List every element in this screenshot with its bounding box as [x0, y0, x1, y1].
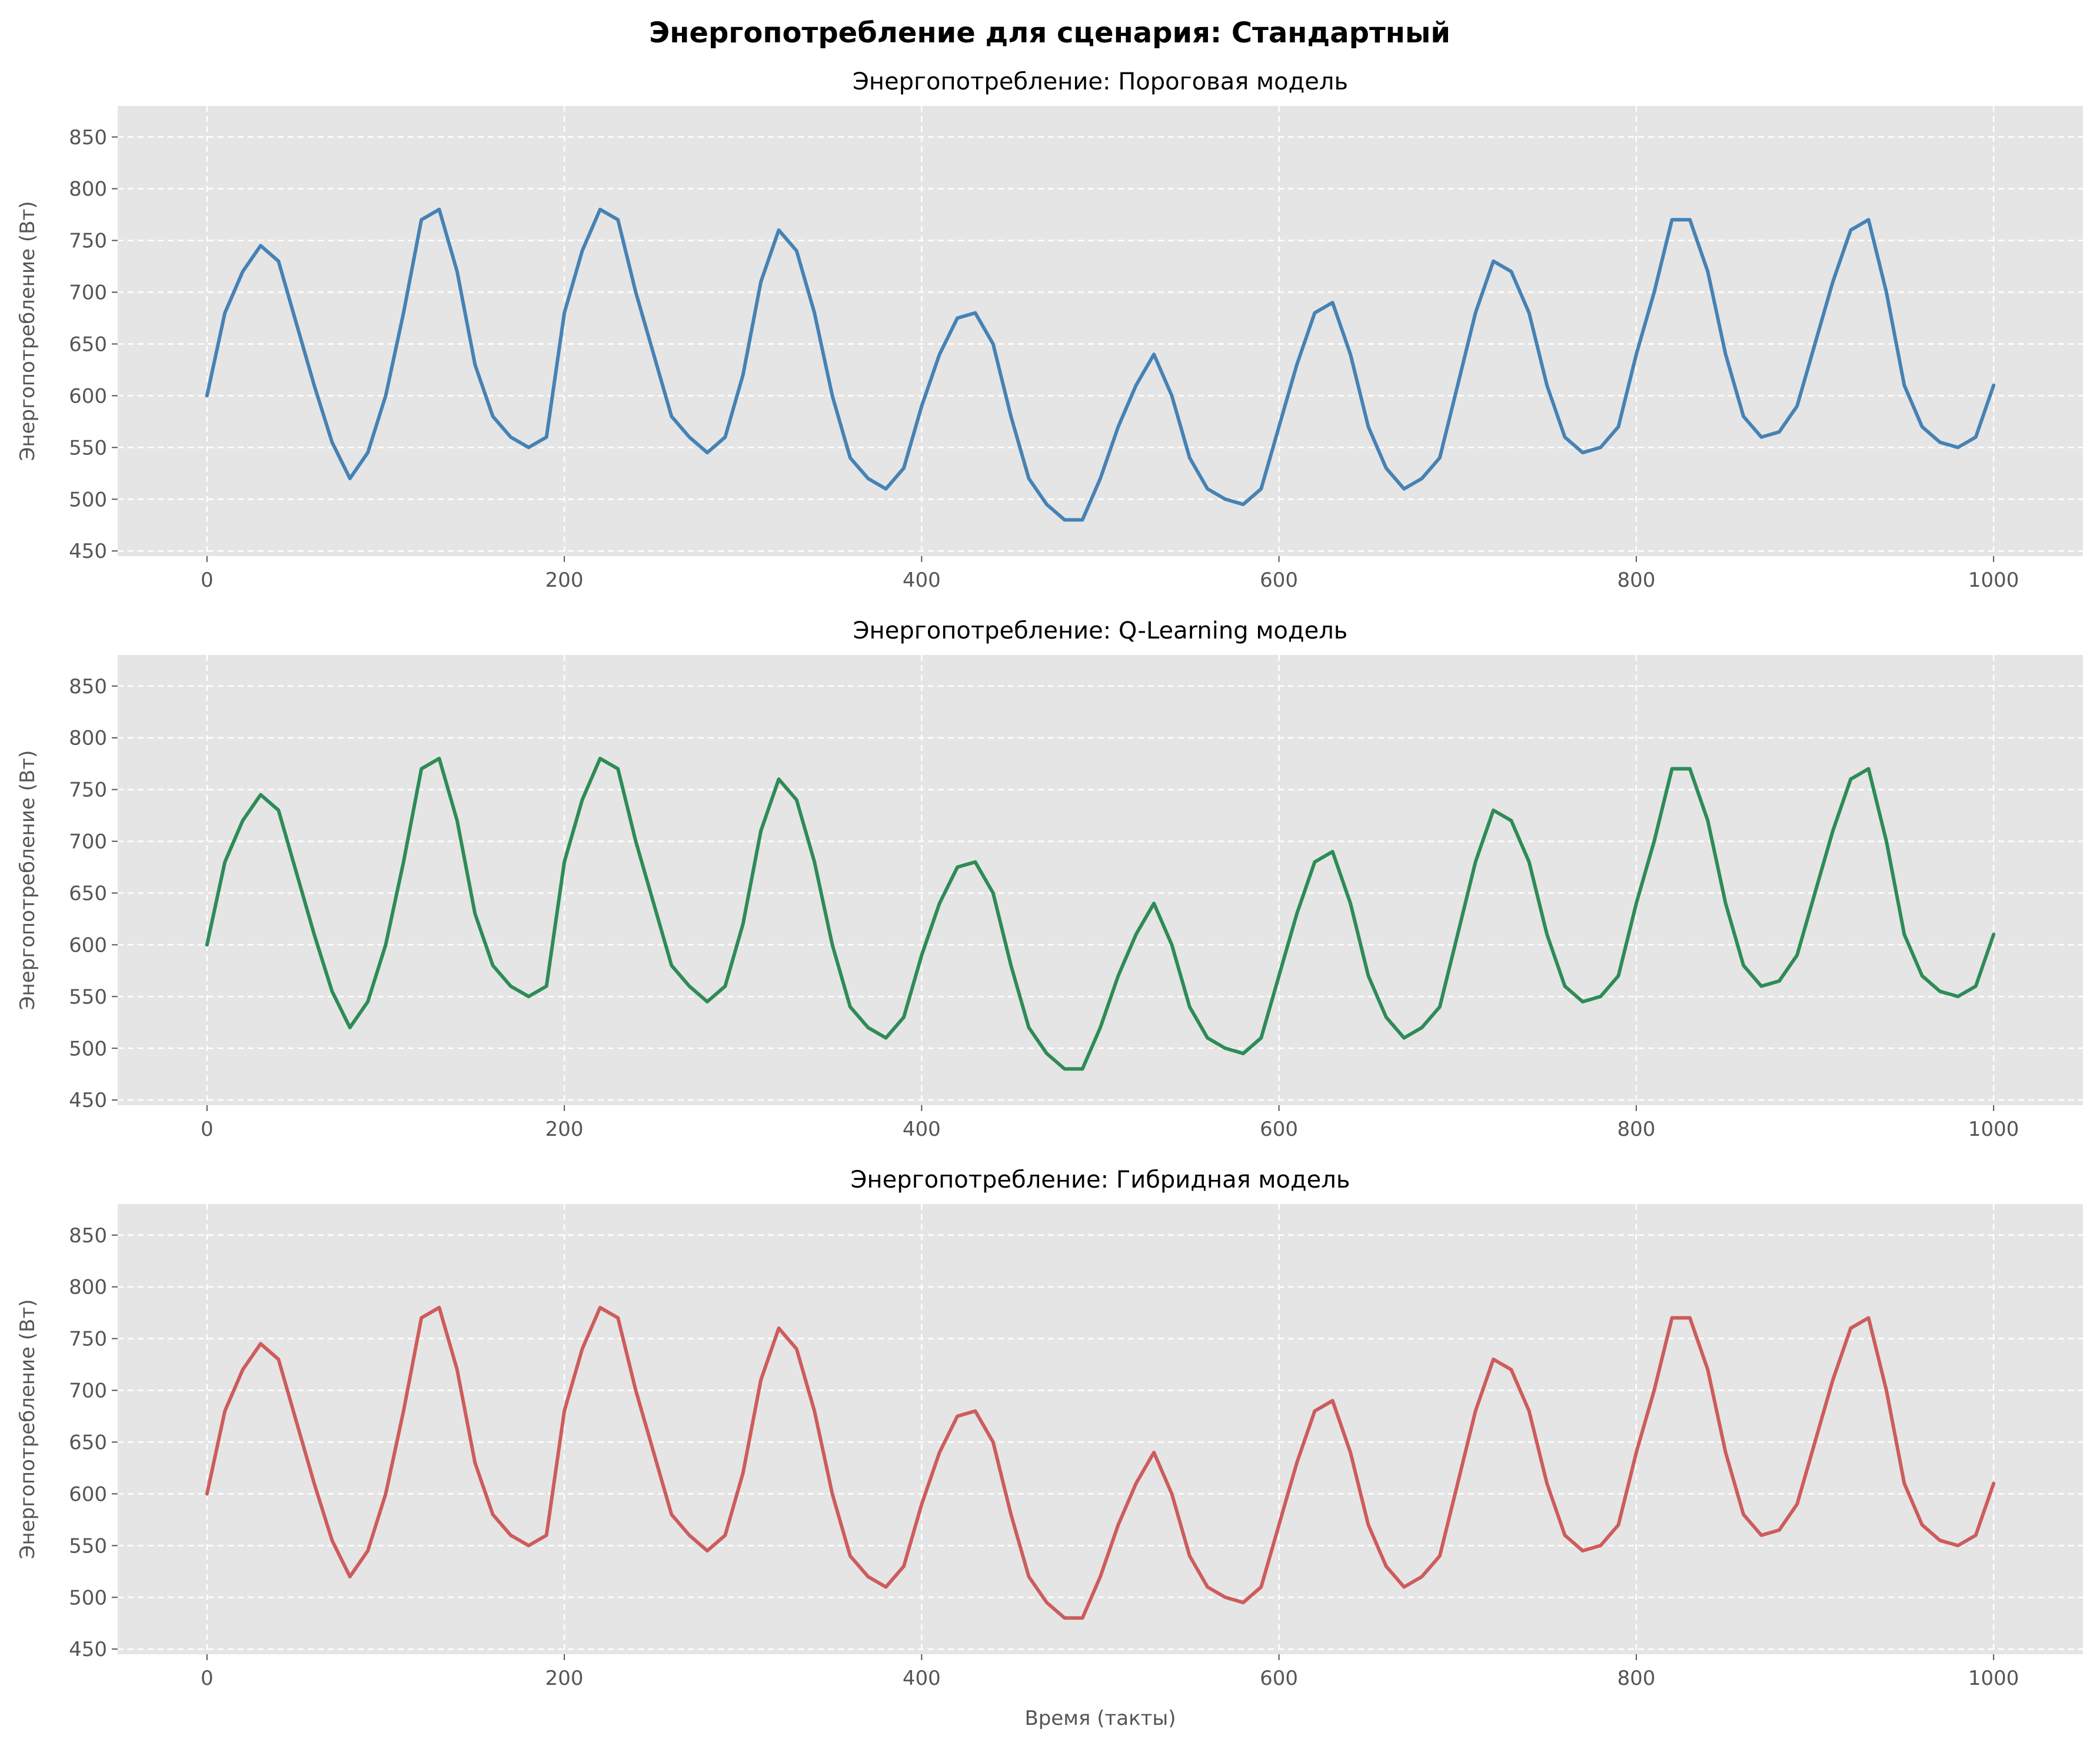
x-tick-label: 200 [545, 1667, 584, 1690]
y-axis-label: Энергопотребление (Вт) [16, 1299, 39, 1560]
y-axis-label: Энергопотребление (Вт) [16, 750, 39, 1010]
x-tick-label: 600 [1260, 1667, 1298, 1690]
x-tick-label: 0 [201, 1667, 214, 1690]
series-line [205, 1305, 1996, 1620]
y-tick-label: 500 [69, 1037, 107, 1060]
x-tick-label: 600 [1260, 568, 1298, 592]
x-tick-label: 600 [1260, 1118, 1298, 1141]
x-tick-label: 0 [201, 1118, 214, 1141]
y-tick-label: 500 [69, 488, 107, 511]
y-tick-label: 700 [69, 281, 107, 305]
x-tick-label: 0 [201, 568, 214, 592]
x-tick-label: 1000 [1968, 1118, 2019, 1141]
series-line [205, 756, 1996, 1071]
axes-title: Энергопотребление: Гибридная модель [851, 1166, 1350, 1193]
axes-3: 0 200 400 600 800 1000 450 500 550 600 650 700 750 80… [16, 1166, 2083, 1730]
x-axis-label: Время (такты) [1024, 1707, 1176, 1730]
y-tick-label: 700 [69, 1379, 107, 1403]
x-tick-label: 400 [903, 1667, 941, 1690]
y-tick-label: 800 [69, 727, 107, 750]
x-tick-label: 800 [1617, 568, 1655, 592]
series-line [205, 207, 1996, 522]
y-tick-label: 650 [69, 332, 107, 356]
plot-area [118, 655, 2083, 1105]
y-tick-label: 600 [69, 384, 107, 408]
y-tick-label: 750 [69, 1328, 107, 1351]
x-tick-label: 400 [903, 568, 941, 592]
x-tick-label: 400 [903, 1118, 941, 1141]
y-tick-label: 550 [69, 985, 107, 1009]
axes-title: Энергопотребление: Q-Learning модель [853, 617, 1348, 644]
x-tick-label: 200 [545, 568, 584, 592]
plot-area [118, 106, 2083, 556]
axes-1: 0 200 400 600 800 1000 450 500 550 600 650 700 750 80… [16, 68, 2083, 592]
y-tick-label: 500 [69, 1586, 107, 1610]
y-axis-label: Энергопотребление (Вт) [16, 201, 39, 461]
y-tick-label: 850 [69, 675, 107, 699]
y-tick-label: 650 [69, 882, 107, 905]
y-tick-label: 800 [69, 178, 107, 201]
y-tick-label: 600 [69, 1482, 107, 1506]
axes-title: Энергопотребление: Пороговая модель [853, 68, 1348, 95]
x-tick-label: 200 [545, 1118, 584, 1141]
x-tick-label: 1000 [1968, 1667, 2019, 1690]
axes-2: 0 200 400 600 800 1000 450 500 550 600 650 700 750 80… [16, 617, 2083, 1141]
y-tick-label: 600 [69, 933, 107, 957]
y-tick-label: 450 [69, 1638, 107, 1661]
y-tick-label: 450 [69, 1089, 107, 1112]
x-tick-label: 800 [1617, 1667, 1655, 1690]
y-tick-label: 550 [69, 1534, 107, 1558]
figure-suptitle: Энергопотребление для сценария: Стандарт… [649, 16, 1450, 49]
y-tick-label: 650 [69, 1431, 107, 1454]
y-tick-label: 850 [69, 126, 107, 149]
y-tick-label: 450 [69, 540, 107, 563]
x-tick-label: 800 [1617, 1118, 1655, 1141]
x-tick-label: 1000 [1968, 568, 2019, 592]
y-tick-label: 800 [69, 1276, 107, 1299]
y-tick-label: 700 [69, 830, 107, 854]
y-tick-label: 750 [69, 230, 107, 253]
y-tick-label: 550 [69, 436, 107, 460]
y-tick-label: 750 [69, 779, 107, 802]
plot-area [118, 1204, 2083, 1654]
y-tick-label: 850 [69, 1224, 107, 1248]
